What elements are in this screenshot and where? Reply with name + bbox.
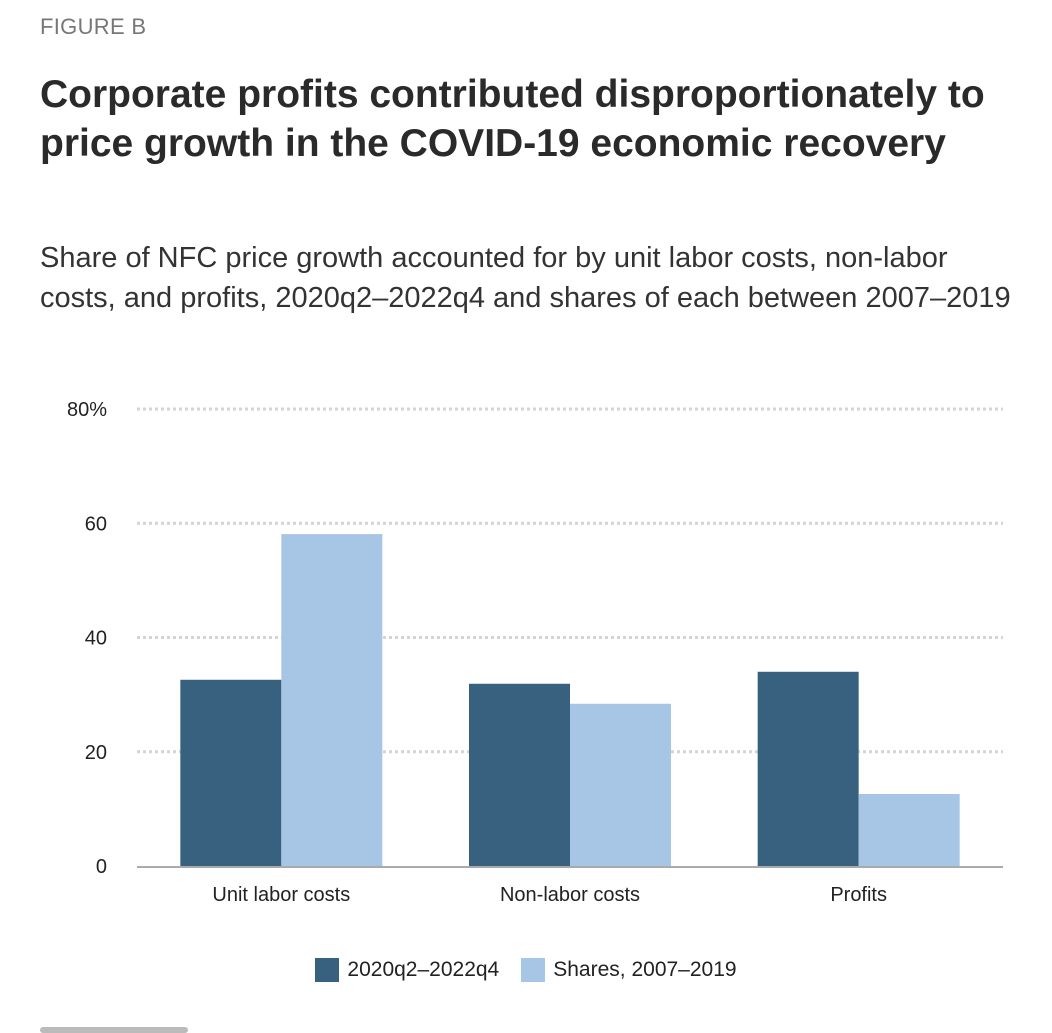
legend-label: Shares, 2007–2019: [553, 958, 737, 981]
y-tick-label: 60: [85, 513, 107, 535]
y-tick-label: 20: [85, 742, 107, 764]
x-tick-label: Profits: [830, 884, 887, 906]
bar-recent: [180, 679, 282, 866]
bar-historical: [570, 703, 671, 866]
legend: 2020q2–2022q4 Shares, 2007–2019: [0, 958, 1052, 982]
figure-label: FIGURE B: [40, 14, 147, 39]
bar-recent: [469, 683, 570, 866]
y-tick-label: 40: [85, 628, 107, 650]
legend-item-recent: 2020q2–2022q4: [315, 958, 499, 982]
bar-historical: [281, 534, 383, 866]
x-tick-label: Non-labor costs: [500, 884, 640, 906]
legend-label: 2020q2–2022q4: [347, 958, 500, 981]
y-tick-label: 80%: [67, 399, 107, 421]
x-tick-label: Unit labor costs: [212, 884, 350, 906]
bar-recent: [757, 671, 859, 866]
chart-subtitle: Share of NFC price growth accounted for …: [40, 242, 1011, 314]
legend-swatch: [521, 958, 546, 982]
legend-item-historical: Shares, 2007–2019: [521, 958, 737, 982]
chart-title: Corporate profits contributed disproport…: [40, 73, 985, 165]
scroll-tab: [40, 1027, 188, 1033]
y-tick-label: 0: [96, 856, 107, 878]
bar-historical: [858, 794, 960, 866]
legend-swatch: [315, 958, 340, 982]
